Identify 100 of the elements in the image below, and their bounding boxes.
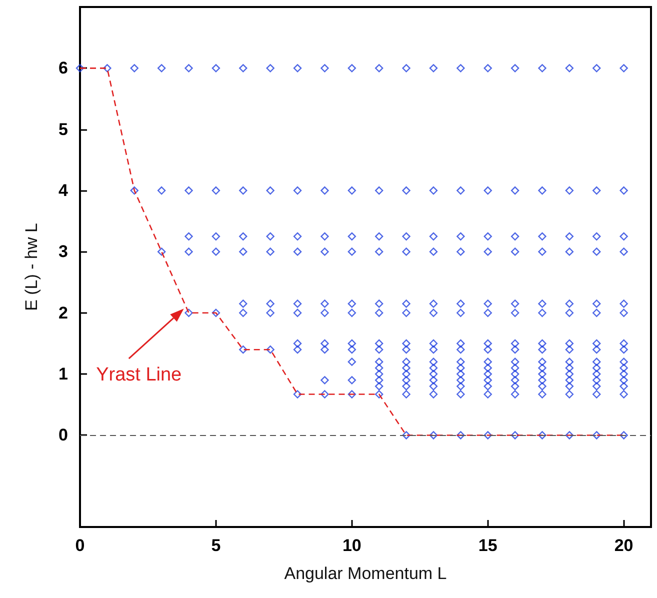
- point: [538, 339, 546, 348]
- point: [157, 186, 166, 195]
- point: [484, 300, 492, 308]
- point: [510, 64, 520, 72]
- point: [456, 431, 465, 440]
- point: [592, 390, 601, 398]
- point: [510, 358, 520, 366]
- point: [402, 345, 410, 354]
- point: [374, 248, 384, 256]
- point: [212, 186, 220, 195]
- point: [239, 64, 248, 72]
- point: [429, 339, 438, 348]
- point: [620, 186, 628, 195]
- point: [565, 248, 574, 256]
- point: [266, 232, 274, 241]
- point: [484, 339, 492, 348]
- point: [592, 345, 601, 354]
- point: [592, 376, 601, 384]
- point: [239, 300, 248, 308]
- point: [620, 248, 628, 256]
- point: [374, 300, 384, 308]
- point: [565, 358, 574, 366]
- point: [320, 300, 329, 308]
- point: [484, 248, 492, 256]
- point: [157, 248, 166, 256]
- point: [510, 248, 520, 256]
- point: [374, 186, 384, 195]
- point: [510, 300, 520, 308]
- point: [320, 308, 329, 317]
- point: [620, 308, 628, 317]
- point: [456, 232, 465, 241]
- point: [565, 339, 574, 348]
- x-tick-label: 5: [211, 536, 221, 555]
- point: [565, 390, 574, 398]
- point: [374, 308, 384, 317]
- point: [456, 358, 465, 366]
- point: [293, 248, 302, 256]
- point: [429, 248, 438, 256]
- point: [348, 64, 356, 72]
- point: [374, 364, 384, 372]
- point: [565, 308, 574, 317]
- point: [374, 232, 384, 241]
- point: [374, 64, 384, 72]
- point: [538, 64, 546, 72]
- point: [239, 186, 248, 195]
- point: [293, 186, 302, 195]
- point: [538, 376, 546, 384]
- point: [374, 358, 384, 366]
- point: [565, 431, 574, 440]
- point: [456, 308, 465, 317]
- point: [348, 308, 356, 317]
- point: [320, 248, 329, 256]
- point: [620, 339, 628, 348]
- point: [348, 186, 356, 195]
- point: [320, 390, 329, 398]
- point: [484, 370, 492, 378]
- point: [456, 248, 465, 256]
- point: [130, 64, 138, 72]
- point: [130, 186, 138, 195]
- point: [538, 358, 546, 366]
- y-tick-label: 3: [58, 242, 68, 262]
- point: [538, 382, 546, 390]
- point: [510, 370, 520, 378]
- point: [374, 376, 384, 384]
- point: [157, 64, 166, 72]
- point: [510, 376, 520, 384]
- point: [374, 370, 384, 378]
- point: [266, 248, 274, 256]
- point: [592, 248, 601, 256]
- point: [320, 186, 329, 195]
- point: [184, 248, 193, 256]
- point: [429, 308, 438, 317]
- point: [429, 370, 438, 378]
- point: [592, 358, 601, 366]
- point: [402, 232, 410, 241]
- point: [266, 186, 274, 195]
- point: [538, 308, 546, 317]
- y-tick-label: 4: [58, 181, 69, 200]
- point: [348, 300, 356, 308]
- point: [510, 308, 520, 317]
- point: [565, 300, 574, 308]
- point: [103, 64, 112, 72]
- point: [484, 186, 492, 195]
- point: [402, 382, 410, 390]
- point: [620, 300, 628, 308]
- point: [510, 345, 520, 354]
- y-tick-label: 5: [58, 120, 68, 139]
- point: [212, 248, 220, 256]
- point: [510, 232, 520, 241]
- point: [592, 339, 601, 348]
- point: [592, 370, 601, 378]
- point: [184, 64, 193, 72]
- point: [429, 358, 438, 366]
- point: [538, 370, 546, 378]
- point: [510, 431, 520, 440]
- point: [484, 382, 492, 390]
- point: [266, 308, 274, 317]
- point: [565, 382, 574, 390]
- point: [484, 390, 492, 398]
- point: [402, 64, 410, 72]
